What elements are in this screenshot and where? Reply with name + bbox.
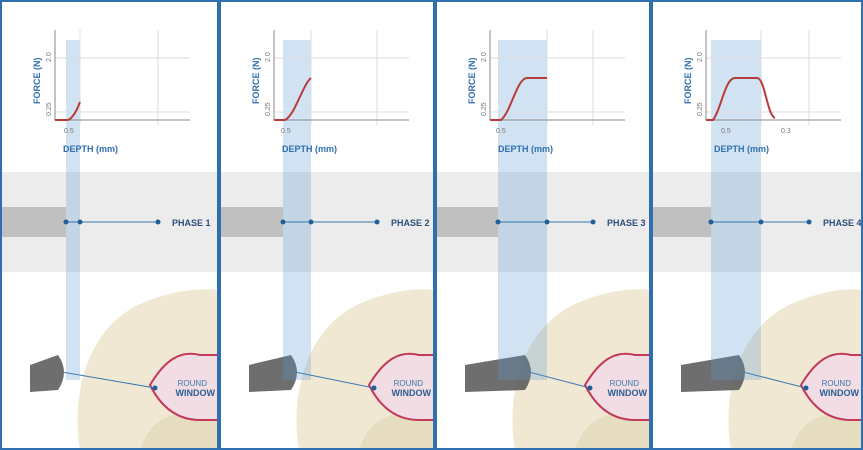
depth-column bbox=[498, 40, 547, 380]
phase-dot bbox=[281, 220, 286, 225]
window-label: WINDOW bbox=[176, 388, 216, 398]
y-tick-label: 2.0 bbox=[481, 52, 488, 62]
probe bbox=[435, 207, 498, 237]
x-tick-label: 0.5 bbox=[496, 128, 506, 135]
x-tick-label: 0.5 bbox=[721, 128, 731, 135]
depth-column bbox=[283, 40, 311, 380]
phase-label: PHASE 3 bbox=[607, 218, 646, 228]
window-label: ROUND bbox=[822, 379, 852, 388]
y-tick-label: 0.25 bbox=[265, 102, 272, 116]
phase-dot bbox=[759, 220, 764, 225]
x-tick-label: 0.5 bbox=[64, 128, 74, 135]
y-tick-label: 0.25 bbox=[46, 102, 53, 116]
pointer-dot bbox=[804, 386, 809, 391]
phase-dot bbox=[64, 220, 69, 225]
y-tick-label: 2.0 bbox=[46, 52, 53, 62]
x-label: DEPTH (mm) bbox=[714, 144, 769, 154]
y-label: FORCE (N) bbox=[32, 58, 42, 105]
pointer-dot bbox=[588, 386, 593, 391]
phase-dot bbox=[78, 220, 83, 225]
x-label: DEPTH (mm) bbox=[63, 144, 118, 154]
phase-label: PHASE 1 bbox=[172, 218, 211, 228]
figure: PHASE 1 FORCE (N) 2.0 0.25 0.5 DEPTH (mm) ROUN… bbox=[0, 0, 863, 450]
x-label: DEPTH (mm) bbox=[498, 144, 553, 154]
y-tick-label: 2.0 bbox=[265, 52, 272, 62]
y-label: FORCE (N) bbox=[467, 58, 477, 105]
window-label: WINDOW bbox=[392, 388, 432, 398]
depth-column bbox=[66, 40, 80, 380]
phase-dot bbox=[375, 220, 380, 225]
phase-dot bbox=[496, 220, 501, 225]
phase-dot bbox=[156, 220, 161, 225]
y-tick-label: 0.25 bbox=[481, 102, 488, 116]
phase-label: PHASE 2 bbox=[391, 218, 430, 228]
phase-label: PHASE 4 bbox=[823, 218, 862, 228]
probe bbox=[651, 207, 711, 237]
y-label: FORCE (N) bbox=[683, 58, 693, 105]
phase-dot bbox=[545, 220, 550, 225]
y-tick-label: 2.0 bbox=[697, 52, 704, 62]
phase-dot bbox=[309, 220, 314, 225]
window-label: ROUND bbox=[610, 379, 640, 388]
x-tick-label: 0.3 bbox=[781, 128, 791, 135]
x-tick-label: 0.5 bbox=[281, 128, 291, 135]
window-label: WINDOW bbox=[820, 388, 860, 398]
phase-dot bbox=[709, 220, 714, 225]
probe bbox=[0, 207, 66, 237]
window-label: ROUND bbox=[178, 379, 208, 388]
pointer-dot bbox=[372, 386, 377, 391]
y-label: FORCE (N) bbox=[251, 58, 261, 105]
y-tick-label: 0.25 bbox=[697, 102, 704, 116]
window-label: ROUND bbox=[394, 379, 424, 388]
phase-dot bbox=[807, 220, 812, 225]
x-label: DEPTH (mm) bbox=[282, 144, 337, 154]
phase-dot bbox=[591, 220, 596, 225]
probe bbox=[219, 207, 283, 237]
pointer-dot bbox=[153, 386, 158, 391]
window-label: WINDOW bbox=[608, 388, 648, 398]
depth-column bbox=[711, 40, 761, 380]
